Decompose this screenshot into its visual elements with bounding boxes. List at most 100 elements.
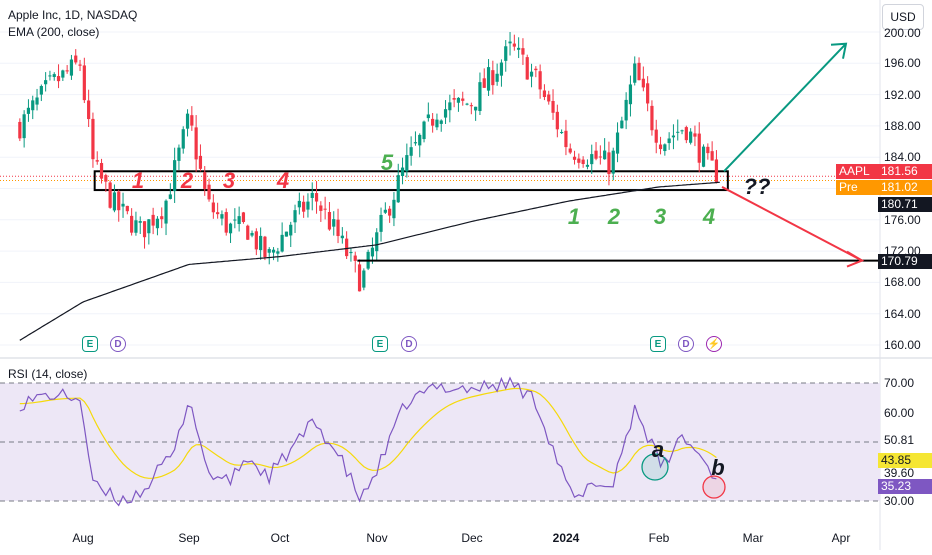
- candle-body: [314, 193, 319, 202]
- candle-body: [65, 70, 69, 72]
- candle-body: [31, 100, 35, 111]
- candle-body: [710, 151, 714, 161]
- candle-body: [241, 212, 246, 223]
- candle-body: [628, 84, 633, 105]
- candle-body: [456, 97, 461, 103]
- candle-body: [409, 147, 413, 156]
- candle-body: [147, 219, 151, 234]
- price-axis-tick: 160.00: [884, 338, 921, 352]
- candle-body: [650, 105, 654, 131]
- candle-body: [560, 132, 564, 134]
- candle-body: [465, 103, 469, 105]
- candle-body: [203, 172, 207, 189]
- candle-body: [388, 208, 392, 216]
- candle-body: [641, 78, 645, 88]
- candle-body: [529, 71, 534, 77]
- candle-body: [534, 68, 538, 71]
- candle-body: [190, 115, 194, 126]
- candle-body: [177, 147, 181, 161]
- price-tag-value-last: 181.56: [878, 164, 932, 180]
- candle-body: [547, 94, 551, 102]
- rsi-axis-tick: 50.81: [884, 432, 915, 447]
- price-axis-tick: 164.00: [884, 306, 921, 321]
- candle-body: [216, 212, 220, 215]
- x-axis-tick: Dec: [461, 531, 483, 545]
- event-badge-e[interactable]: E: [650, 336, 666, 352]
- touch-label-green-4: 4: [702, 203, 716, 229]
- candle-body: [271, 249, 276, 253]
- price-axis-tick: 188.00: [884, 118, 921, 133]
- price-axis-tick: 168.00: [884, 275, 921, 290]
- candle-body: [104, 175, 108, 182]
- candle-body: [637, 62, 641, 81]
- candle-body: [310, 192, 314, 198]
- candle-body: [538, 71, 542, 90]
- candle-body: [151, 214, 155, 226]
- x-axis-tick: Sep: [178, 531, 200, 545]
- candle-body: [413, 142, 418, 144]
- candle-body: [44, 80, 48, 85]
- candle-body: [706, 146, 710, 154]
- rsi-tag-signal: 43.85: [878, 453, 932, 469]
- candle-body: [680, 130, 684, 132]
- currency-button[interactable]: USD: [882, 4, 924, 30]
- candle-body: [207, 184, 211, 200]
- candle-body: [181, 129, 185, 149]
- x-axis-tick: Oct: [270, 531, 290, 545]
- candle-body: [112, 192, 117, 211]
- candle-body: [362, 270, 366, 288]
- price-axis-tick: 200.00: [884, 26, 921, 40]
- touch-label-green-2: 2: [607, 203, 621, 229]
- candle-body: [431, 118, 435, 126]
- rsi-circle-b: [702, 475, 726, 499]
- event-badge-d[interactable]: D: [678, 336, 694, 352]
- candle-body: [160, 216, 164, 220]
- candle-body: [22, 114, 26, 139]
- rsi-axis-tick: 60.00: [884, 405, 915, 420]
- candle-body: [224, 212, 228, 233]
- candle-body: [134, 220, 138, 233]
- candle-body: [676, 131, 680, 133]
- event-badge-d[interactable]: D: [401, 336, 417, 352]
- candle-body: [525, 57, 529, 80]
- touch-label-red-2: 2: [180, 167, 194, 193]
- candle-body: [74, 55, 78, 63]
- price-tag-value-support: 170.79: [878, 253, 932, 269]
- candle-body: [701, 146, 706, 167]
- candle-body: [439, 120, 443, 124]
- candle-body: [185, 113, 190, 129]
- candle-body: [521, 48, 525, 55]
- candle-body: [443, 109, 448, 118]
- candle-body: [478, 82, 482, 112]
- price-tag-value-pre: 181.02: [878, 180, 932, 196]
- candle-body: [383, 209, 387, 213]
- candle-body: [555, 111, 559, 130]
- event-badge-e[interactable]: E: [372, 336, 388, 352]
- event-badge-d[interactable]: D: [110, 336, 126, 352]
- candle-body: [39, 86, 43, 95]
- candle-body: [689, 131, 693, 143]
- symbol-legend: Apple Inc, 1D, NASDAQ: [8, 8, 138, 22]
- candle-body: [142, 221, 147, 238]
- price-axis-tick: 176.00: [884, 212, 921, 227]
- event-badge-s[interactable]: ⚡: [706, 336, 722, 352]
- candle-body: [99, 163, 104, 179]
- rsi-tag-rsi: 35.23: [878, 478, 932, 494]
- ema200-line: [19, 181, 720, 341]
- rsi-line: [19, 376, 717, 507]
- candle-body: [667, 138, 671, 144]
- candle-body: [486, 67, 491, 91]
- question-label: ??: [743, 173, 771, 199]
- candle-body: [246, 225, 250, 240]
- candle-body: [130, 215, 134, 233]
- touch-label-green-3: 3: [653, 203, 667, 229]
- event-badge-e[interactable]: E: [82, 336, 98, 352]
- candle-body: [198, 155, 203, 169]
- candle-body: [426, 114, 430, 119]
- candle-body: [327, 211, 332, 230]
- candle-body: [435, 119, 439, 128]
- projection-down-arrow: [721, 186, 863, 262]
- candle-body: [61, 70, 65, 78]
